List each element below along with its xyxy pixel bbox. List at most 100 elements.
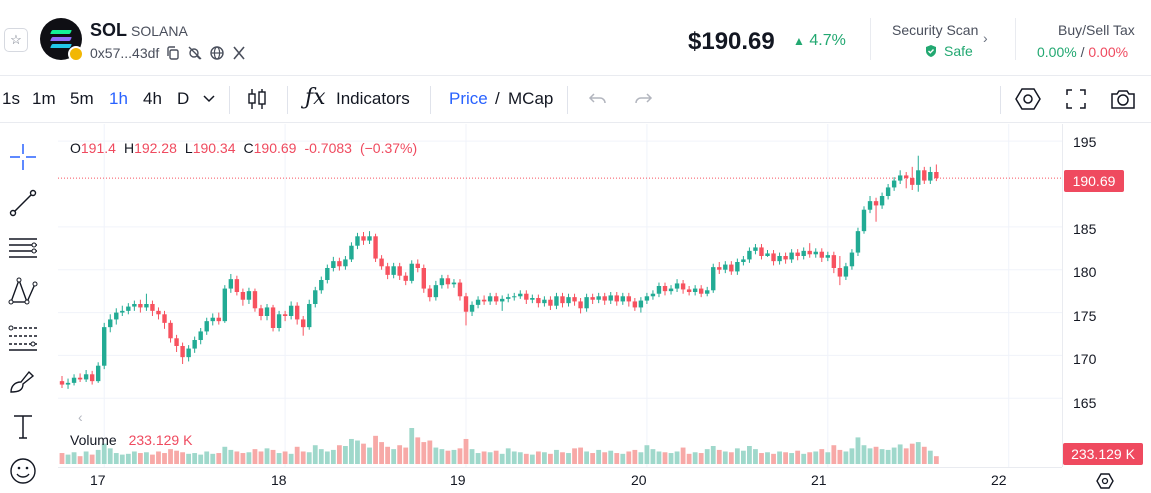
volume-bar — [584, 451, 590, 464]
candle-body — [566, 297, 571, 304]
ohlc-low-label: L — [184, 140, 193, 156]
security-status[interactable]: Safe — [924, 43, 973, 59]
axis-settings-icon[interactable] — [1095, 472, 1115, 490]
mcap-toggle[interactable]: MCap — [508, 89, 554, 108]
interval-4h[interactable]: 4h — [143, 89, 162, 108]
candle-body — [240, 292, 246, 300]
horizontal-lines-icon[interactable] — [6, 230, 40, 264]
interval-1m[interactable]: 1m — [32, 89, 56, 108]
candle-body — [922, 170, 927, 181]
volume-bar — [795, 450, 801, 464]
indicators-button[interactable]: Indicators — [336, 89, 410, 108]
volume-bar — [728, 452, 734, 464]
volume-bar — [101, 443, 107, 464]
x-twitter-icon[interactable] — [231, 45, 247, 61]
redo-icon[interactable] — [633, 90, 653, 108]
candle-body — [916, 170, 921, 185]
verified-badge-icon — [68, 46, 84, 62]
candle-body — [789, 252, 794, 260]
candle-body — [174, 338, 179, 346]
candle-body — [608, 295, 613, 301]
camera-icon[interactable] — [1109, 87, 1137, 111]
volume-bar — [367, 447, 372, 464]
brush-icon[interactable] — [6, 364, 40, 398]
volume-bar — [831, 445, 837, 464]
candle-body — [807, 250, 812, 255]
candle-body — [204, 321, 209, 332]
volume-bar — [252, 449, 258, 464]
fullscreen-icon[interactable] — [1065, 88, 1087, 110]
settings-hexagon-icon[interactable] — [1014, 86, 1042, 112]
candle-body — [542, 299, 547, 304]
volume-bar — [415, 437, 421, 464]
candle-body — [313, 290, 318, 304]
time-axis-divider — [58, 467, 1062, 468]
candle-body — [301, 319, 306, 328]
price-toggle[interactable]: Price — [449, 89, 488, 108]
candles-icon[interactable] — [246, 87, 268, 111]
token-chain-name: SOLANA — [131, 23, 188, 39]
volume-bar — [680, 447, 686, 464]
volume-bar — [789, 453, 795, 464]
candle-body — [837, 268, 843, 277]
volume-bar — [355, 440, 360, 464]
candle-body — [385, 266, 390, 275]
globe-icon[interactable] — [209, 45, 225, 61]
volume-bar — [933, 456, 939, 464]
volume-bar — [330, 449, 336, 464]
text-tool-icon[interactable] — [6, 409, 40, 443]
candle-body — [216, 317, 221, 322]
undo-icon[interactable] — [588, 90, 608, 108]
volume-bar — [710, 446, 716, 464]
security-scan-title[interactable]: Security Scan — [892, 22, 979, 38]
interval-1h[interactable]: 1h — [109, 89, 128, 108]
candle-body — [319, 280, 324, 291]
volume-bar — [837, 449, 843, 464]
trend-line-icon[interactable] — [6, 186, 40, 220]
pattern-icon[interactable] — [6, 274, 40, 308]
volume-bar — [168, 449, 173, 464]
candle-body — [89, 374, 95, 382]
emoji-icon[interactable] — [6, 454, 40, 488]
candlestick-chart[interactable] — [58, 124, 1062, 467]
candle-body — [457, 282, 463, 297]
star-icon[interactable]: ☆ — [4, 28, 28, 52]
interval-D[interactable]: D — [177, 89, 190, 108]
candle-body — [307, 304, 312, 328]
volume-bar — [324, 451, 330, 464]
collapse-arrow-icon[interactable]: ‹ — [78, 409, 83, 425]
search-contract-icon[interactable] — [187, 45, 203, 61]
chevron-right-icon[interactable]: › — [983, 30, 988, 46]
volume-bar — [403, 447, 409, 464]
volume-bar — [264, 448, 270, 464]
candle-body — [427, 288, 433, 298]
last-price-tag: 190.69 — [1064, 170, 1124, 192]
candle-body — [361, 236, 366, 241]
candle-body — [759, 247, 764, 256]
candle-body — [813, 251, 818, 255]
token-price: $190.69 — [688, 28, 775, 55]
fib-retracement-icon[interactable] — [6, 320, 40, 354]
volume-bar — [620, 453, 626, 464]
candle-body — [415, 263, 420, 268]
volume-bar — [349, 438, 354, 464]
volume-bar — [343, 446, 348, 464]
volume-bar — [903, 448, 909, 464]
copy-icon[interactable] — [165, 45, 181, 61]
interval-5m[interactable]: 5m — [70, 89, 94, 108]
volume-bar — [439, 449, 445, 464]
candle-body — [95, 365, 101, 382]
chevron-down-icon[interactable] — [203, 95, 215, 103]
fx-icon[interactable]: ƒx — [305, 85, 326, 110]
volume-bar — [554, 449, 559, 464]
volume-bar — [843, 451, 849, 464]
interval-1s[interactable]: 1s — [2, 89, 20, 108]
volume-bar — [282, 451, 288, 464]
volume-bar — [662, 452, 668, 464]
crosshair-icon[interactable] — [6, 140, 40, 174]
candle-body — [252, 291, 258, 309]
security-status-label: Safe — [944, 43, 973, 59]
candle-body — [910, 178, 915, 185]
candle-body — [343, 259, 348, 267]
candle-body — [77, 377, 83, 380]
